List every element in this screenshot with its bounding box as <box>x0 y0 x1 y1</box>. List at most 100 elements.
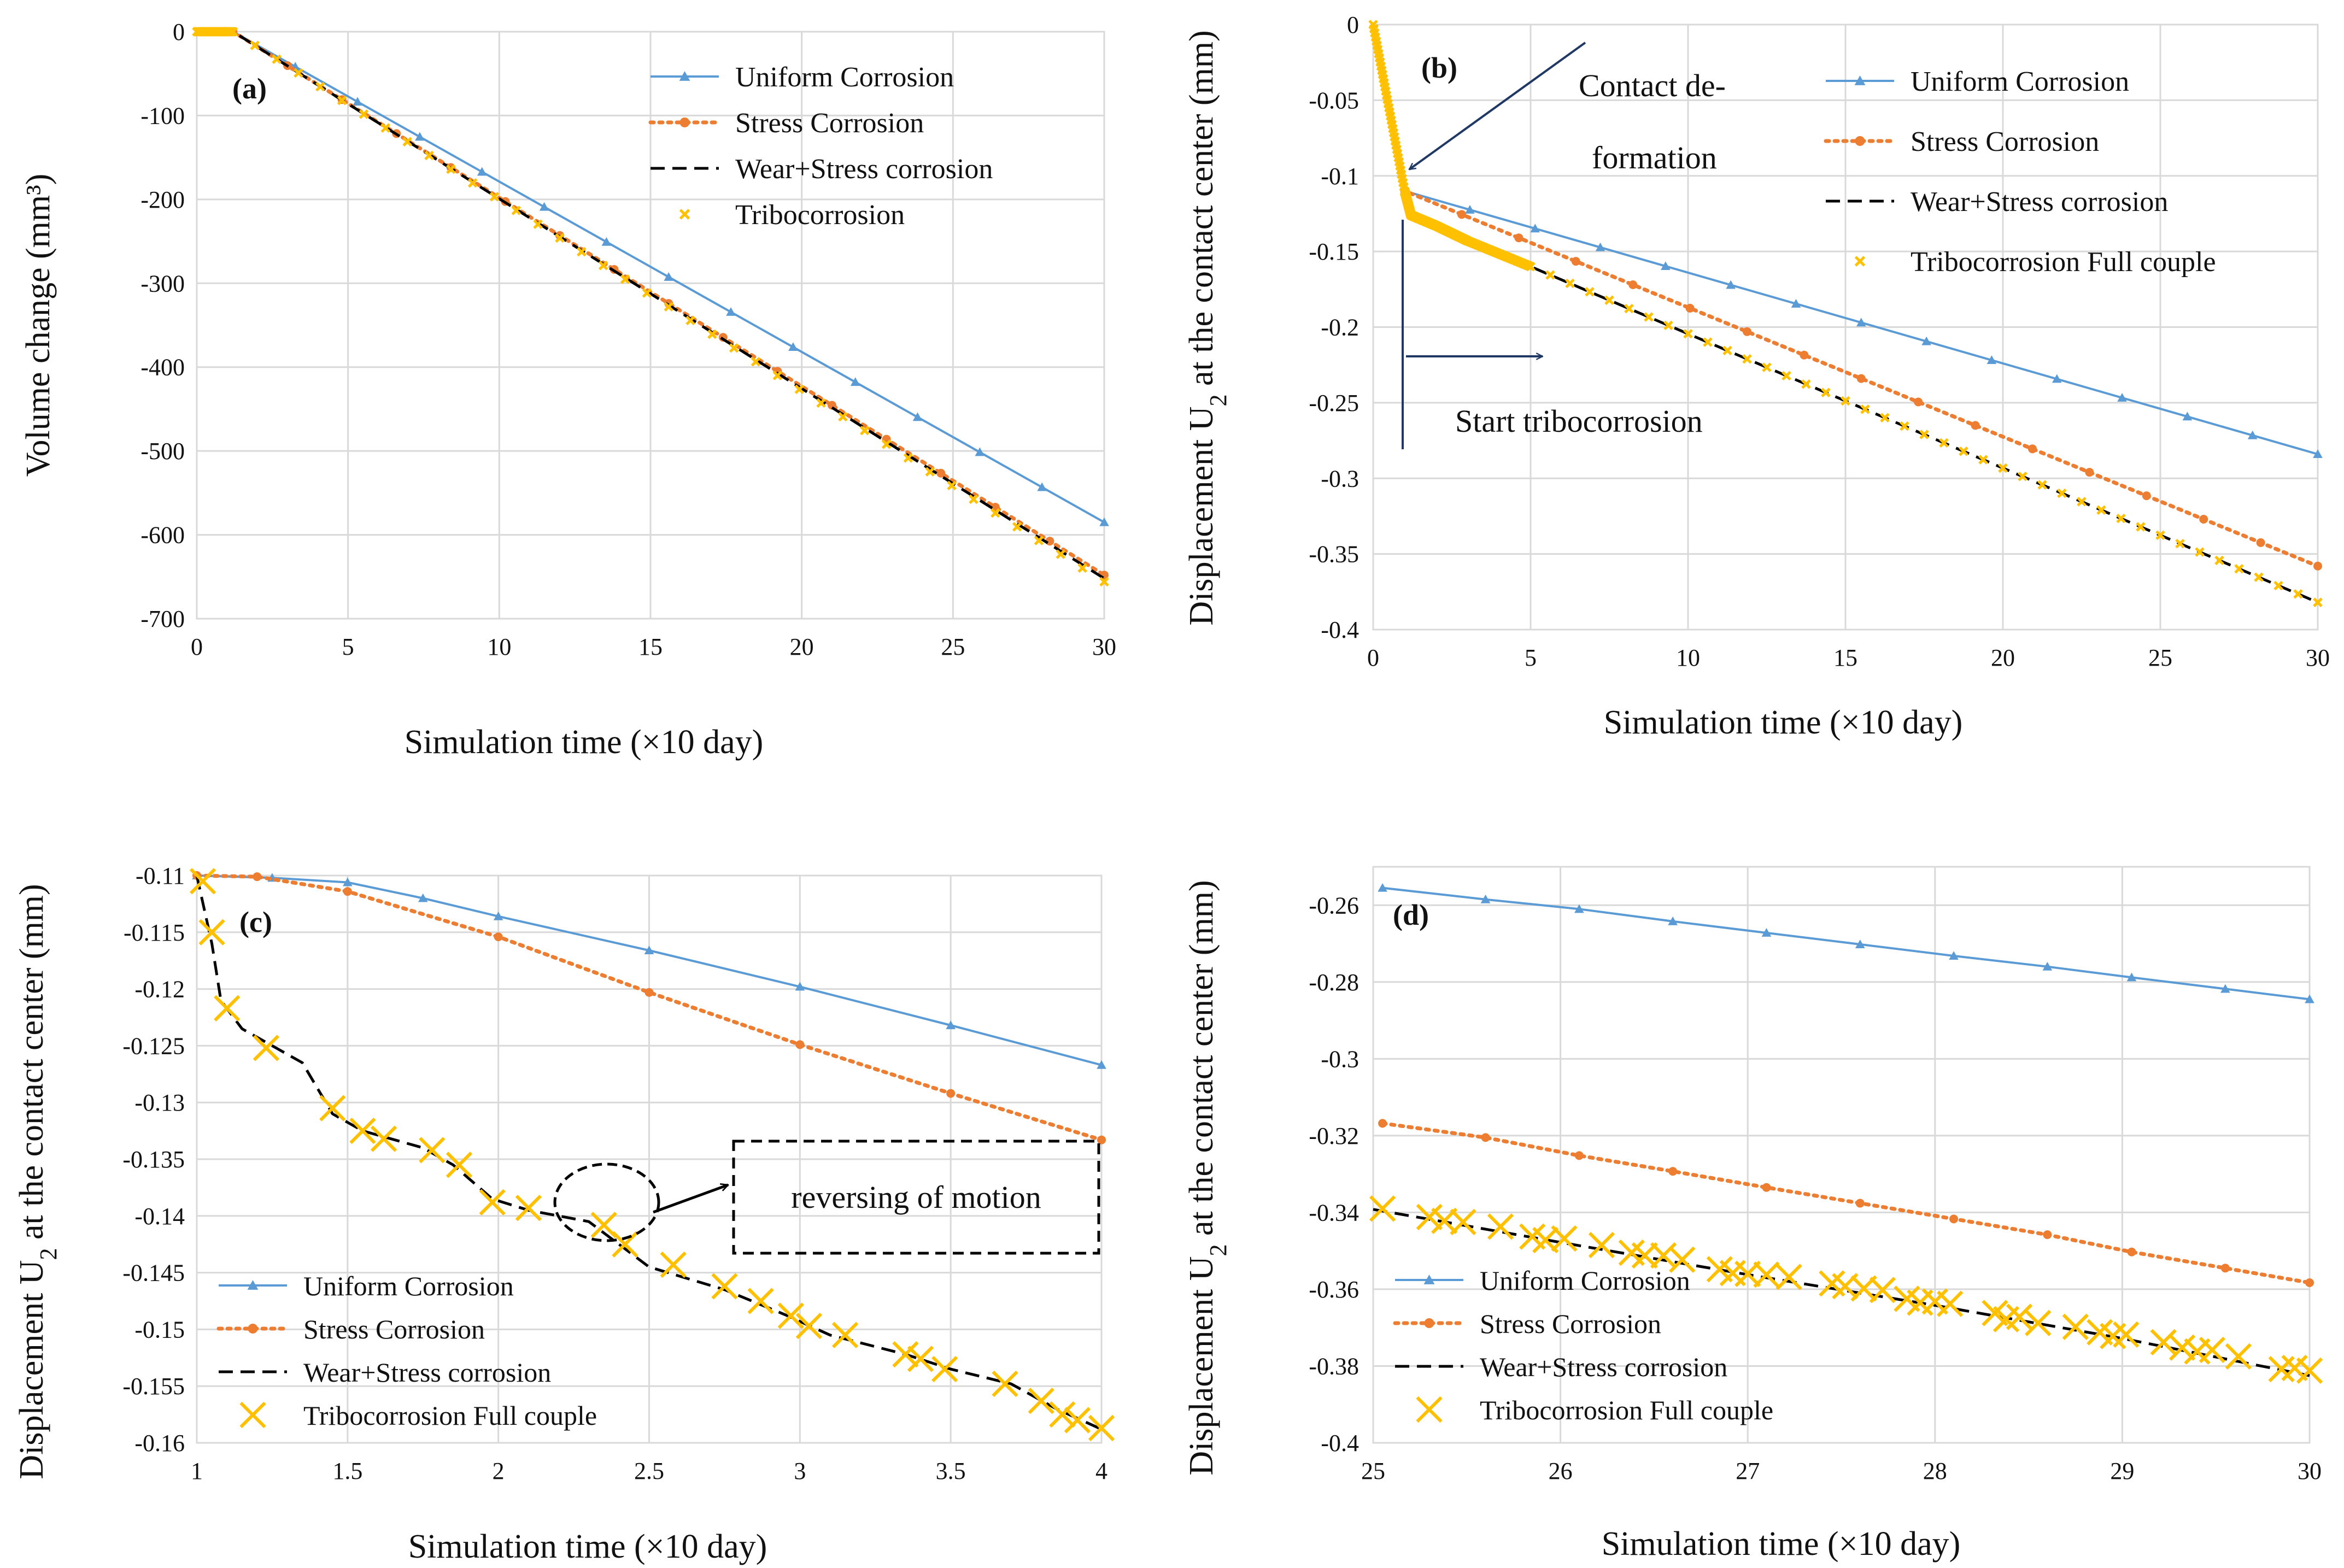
panel-b-point-stress-corrosion <box>1856 374 1866 383</box>
panel-c-point-tribocorrosion-full-couple <box>349 1117 376 1144</box>
panel-c-ticks: -0.11 -0.115 -0.12 -0.125 -0.13 -0.135 -0.14 -0… <box>122 862 1107 1484</box>
panel-b-point-tribocorrosion-full-couple <box>2155 530 2165 541</box>
panel-c-point-stress-corrosion <box>253 872 262 882</box>
panel-a-point-tribocorrosion <box>533 219 543 230</box>
panel-a-legend-marker <box>679 209 690 220</box>
panel-b-point-tribocorrosion-full-couple <box>2293 589 2303 599</box>
panel-a-point-tribocorrosion <box>1056 549 1066 559</box>
panel-b-legend-label: Uniform Corrosion <box>1911 66 2129 97</box>
panel-c-x-tick-label: 4 <box>1095 1458 1107 1484</box>
panel-d-legend-item: Uniform Corrosion <box>1395 1265 1690 1296</box>
panel-d-point-tribocorrosion-full-couple <box>1669 1246 1696 1273</box>
panel-d-point-stress-corrosion <box>1855 1199 1865 1208</box>
panel-b-x-tick-label: 15 <box>1833 644 1857 671</box>
panel-c-y-tick-label: -0.12 <box>134 976 185 1003</box>
panel-c-point-tribocorrosion-full-couple <box>515 1195 542 1221</box>
panel-c-point-uniform-corrosion <box>1097 1060 1106 1069</box>
panel-b-point-tribocorrosion-full-couple <box>1801 379 1811 389</box>
panel-b-point-tribocorrosion-full-couple <box>2077 497 2087 507</box>
panel-a-x-tick-label: 15 <box>638 633 663 660</box>
panel-c-point-tribocorrosion-full-couple <box>992 1370 1018 1397</box>
panel-d-point-uniform-corrosion <box>1480 894 1491 903</box>
panel-c-y-tick-label: -0.13 <box>134 1089 185 1116</box>
panel-c-series <box>189 868 1115 1442</box>
panel-a-point-tribocorrosion <box>294 68 303 78</box>
panel-d-point-uniform-corrosion <box>2042 961 2053 971</box>
panel-c-point-uniform-corrosion <box>644 946 654 955</box>
start-tribocorrosion-label: Start tribocorrosion <box>1455 403 1703 439</box>
panel-c-point-tribocorrosion-full-couple <box>419 1137 446 1164</box>
panel-d-x-tick-label: 29 <box>2110 1458 2134 1484</box>
panel-c-x-tick-label: 3 <box>794 1458 806 1484</box>
panel-c-point-uniform-corrosion <box>418 893 428 902</box>
panel-a-point-tribocorrosion <box>620 274 630 284</box>
panel-c-point-tribocorrosion-full-couple <box>1088 1414 1115 1442</box>
panel-b-point-uniform-corrosion <box>1791 299 1801 308</box>
panel-a-x-tick-label: 10 <box>487 633 511 660</box>
panel-a-point-tribocorrosion <box>467 178 478 188</box>
panel-c-point-tribocorrosion-full-couple <box>446 1152 473 1178</box>
panel-a-point-tribocorrosion <box>925 467 935 477</box>
panel-c-point-tribocorrosion-full-couple <box>931 1355 958 1383</box>
panel-c-legend-item: Uniform Corrosion <box>219 1271 514 1301</box>
panel-a-point-uniform-corrosion <box>415 132 425 141</box>
panel-b-point-stress-corrosion <box>1571 257 1580 266</box>
panel-b-legend-item: Stress Corrosion <box>1824 126 2099 157</box>
panel-b-point-uniform-corrosion <box>1595 242 1605 251</box>
panel-d-legend-item: Stress Corrosion <box>1393 1308 1661 1339</box>
panel-a-point-tribocorrosion <box>402 137 412 147</box>
panel-b-point-tribocorrosion-full-couple <box>2214 555 2224 566</box>
panel-b-y-tick-label: -0.4 <box>1321 616 1359 643</box>
panel-a-label: (a) <box>232 72 267 105</box>
panel-b-point-uniform-corrosion <box>1465 205 1475 214</box>
panel-d-y-tick-label: -0.26 <box>1309 892 1359 919</box>
panel-d-point-stress-corrosion <box>1574 1151 1584 1160</box>
panel-c-point-tribocorrosion-full-couple <box>479 1189 506 1216</box>
panel-a-legend-item: Tribocorrosion <box>679 199 905 231</box>
panel-d-point-uniform-corrosion <box>1855 939 1865 948</box>
panel-c-x-tick-label: 2 <box>493 1458 505 1484</box>
panel-c-legend-marker <box>248 1324 258 1334</box>
panel-b-point-stress-corrosion <box>1457 210 1466 219</box>
panel-d-x-tick-label: 30 <box>2298 1458 2322 1484</box>
panel-c-y-tick-label: -0.16 <box>134 1430 185 1457</box>
panel-c-point-tribocorrosion-full-couple <box>370 1125 397 1152</box>
panel-c-x-title: Simulation time (×10 day) <box>408 1528 767 1565</box>
panel-b-legend-marker <box>1855 136 1865 146</box>
panel-b-point-uniform-corrosion <box>2182 412 2193 421</box>
panel-d-x-title: Simulation time (×10 day) <box>1602 1525 1961 1563</box>
panel-b-grid <box>1372 24 2319 631</box>
panel-a-x-tick-label: 0 <box>191 633 203 660</box>
panel-b-point-stress-corrosion <box>2142 491 2151 501</box>
panel-d-point-tribocorrosion-full-couple <box>1369 1195 1396 1222</box>
panel-d-point-tribocorrosion-full-couple <box>2150 1329 2177 1356</box>
panel-b-point-tribocorrosion-full-couple <box>1604 295 1614 306</box>
panel-b-point-tribocorrosion-full-couple <box>1939 438 1949 448</box>
panel-a-point-uniform-corrosion <box>975 447 985 456</box>
panel-a-point-uniform-corrosion <box>1099 517 1109 526</box>
panel-b-legend-marker <box>1854 256 1866 267</box>
panel-c-point-tribocorrosion-full-couple <box>590 1212 617 1238</box>
panel-a-point-tribocorrosion <box>228 27 238 37</box>
panel-d-point-tribocorrosion-full-couple <box>2225 1343 2252 1370</box>
panel-d-legend-item: Tribocorrosion Full couple <box>1416 1395 1773 1425</box>
panel-d-point-uniform-corrosion <box>1668 916 1678 925</box>
panel-d-frame <box>1372 866 2311 1444</box>
panel-d-y-tick-label: -0.3 <box>1321 1046 1359 1072</box>
panel-b-legend-item: Uniform Corrosion <box>1826 66 2129 97</box>
panel-b-point-tribocorrosion-full-couple <box>2136 522 2146 532</box>
panel-a-point-tribocorrosion <box>359 109 369 119</box>
panel-b-point-uniform-corrosion <box>1726 280 1736 289</box>
panel-c-x-tick-label: 2.5 <box>634 1458 664 1484</box>
panel-d-point-tribocorrosion-full-couple <box>1450 1208 1476 1236</box>
panel-d-point-uniform-corrosion <box>1949 951 1959 960</box>
panel-a-point-tribocorrosion <box>424 150 434 161</box>
panel-d-point-tribocorrosion-full-couple <box>2062 1313 2089 1340</box>
panel-c-legend-item: Wear+Stress corrosion <box>219 1357 551 1388</box>
panel-c-legend-label: Stress Corrosion <box>303 1314 485 1344</box>
panel-a-point-tribocorrosion <box>991 508 1000 518</box>
panel-b-x-tick-label: 10 <box>1676 644 1700 671</box>
panel-b-y-tick-label: -0.25 <box>1309 390 1359 416</box>
panel-d-series <box>1369 883 2323 1384</box>
panel-b-point-tribocorrosion-full-couple <box>1900 421 1909 431</box>
